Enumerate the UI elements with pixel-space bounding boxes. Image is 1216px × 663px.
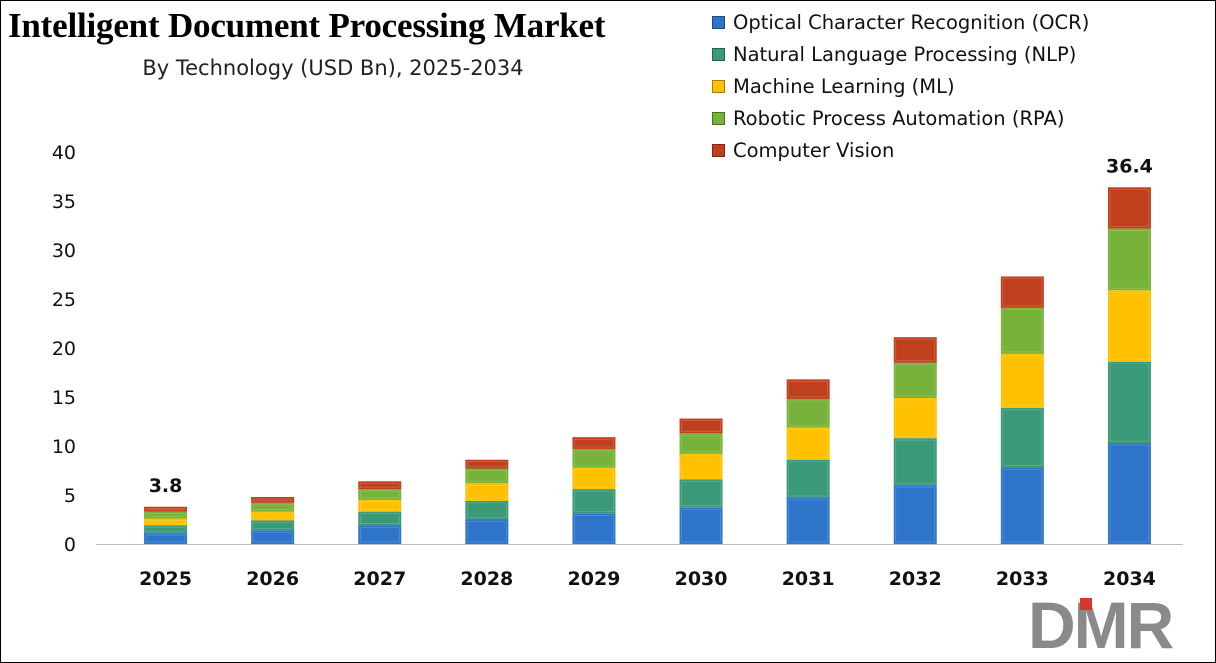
legend-swatch-ml: [712, 79, 725, 93]
x-tick-label: 2029: [568, 568, 621, 590]
legend-label-nlp: Natural Language Processing (NLP): [733, 42, 1077, 66]
bar-segment-face: [359, 527, 400, 543]
x-tick-label: 2028: [460, 568, 513, 590]
x-tick-label: 2027: [353, 568, 406, 590]
bar-segment-face: [145, 527, 186, 532]
bar-segment-face: [252, 531, 293, 543]
x-tick-label: 2033: [996, 568, 1049, 590]
bar-segment-face: [1002, 278, 1043, 307]
legend-swatch-cv: [712, 144, 725, 158]
legend-item-ocr: Optical Character Recognition (OCR): [712, 6, 1089, 38]
bar-segment-face: [895, 439, 936, 484]
bar-segment-face: [467, 484, 507, 500]
bar-segment-face: [1109, 363, 1150, 442]
bar-segment-face: [359, 482, 400, 488]
y-tick-label: 30: [52, 240, 76, 262]
x-tick-label: 2032: [889, 568, 942, 590]
bar-segment-face: [1002, 355, 1043, 407]
bar-segment-face: [895, 364, 936, 397]
y-tick-label: 15: [52, 387, 76, 409]
bar-segment-face: [1002, 409, 1043, 466]
bar-segment-face: [574, 438, 614, 448]
y-tick-label: 25: [52, 289, 76, 311]
x-tick-label: 2026: [246, 568, 299, 590]
y-tick-label: 10: [52, 436, 76, 458]
y-tick-label: 5: [64, 485, 76, 507]
bar-segment-face: [1109, 188, 1150, 227]
bar-segment-face: [574, 469, 614, 488]
bar-segment-face: [574, 515, 614, 543]
bar-segment-face: [1002, 469, 1043, 543]
dmr-logo-accent: [1080, 598, 1092, 610]
bar-segment-face: [1002, 309, 1043, 353]
x-tick-label: 2034: [1103, 568, 1156, 590]
bar-segment-face: [788, 499, 828, 543]
bar-segment-face: [252, 504, 293, 510]
bar-segment-face: [1109, 291, 1150, 361]
bar-segment-face: [574, 490, 614, 512]
legend-label-rpa: Robotic Process Automation (RPA): [733, 107, 1065, 131]
bar-segment-face: [359, 501, 400, 510]
chart-subtitle: By Technology (USD Bn), 2025-2034: [142, 56, 524, 80]
legend-item-cv: Computer Vision: [712, 135, 1089, 167]
bar-segment-face: [574, 450, 614, 466]
bar-segment-face: [681, 420, 721, 432]
bar-segment-face: [359, 513, 400, 524]
bar-segment-face: [681, 509, 721, 543]
bar-segment-face: [252, 513, 293, 519]
legend-item-ml: Machine Learning (ML): [712, 70, 1089, 102]
y-tick-label: 40: [52, 142, 76, 164]
legend-swatch-rpa: [712, 112, 725, 126]
bar-segment-face: [788, 429, 828, 459]
dmr-logo-text: DMR: [1028, 592, 1174, 654]
data-label: 3.8: [149, 475, 183, 497]
bar-segment-face: [895, 399, 936, 437]
bar-segment-face: [145, 513, 186, 517]
legend-item-nlp: Natural Language Processing (NLP): [712, 38, 1089, 70]
bar-segment-face: [145, 534, 186, 543]
bar-segment-face: [1109, 230, 1150, 289]
legend-swatch-ocr: [712, 15, 725, 29]
legend-swatch-nlp: [712, 47, 725, 61]
bar-segment-face: [467, 470, 507, 482]
bar-segment-face: [145, 520, 186, 524]
bar-segment-face: [895, 338, 936, 362]
chart-title: Intelligent Document Processing Market: [8, 6, 606, 45]
bar-segment-face: [145, 508, 186, 510]
legend-label-ml: Machine Learning (ML): [733, 74, 955, 98]
legend-item-rpa: Robotic Process Automation (RPA): [712, 103, 1089, 135]
bar-segment-face: [467, 502, 507, 518]
y-tick-label: 0: [64, 534, 76, 556]
bar-segment-face: [788, 400, 828, 426]
bar-segment-face: [681, 481, 721, 507]
data-label: 36.4: [1106, 155, 1153, 177]
bar-segment-face: [681, 434, 721, 453]
bar-segment-face: [1109, 444, 1150, 543]
x-tick-label: 2025: [139, 568, 192, 590]
bar-segment-face: [681, 455, 721, 478]
y-tick-label: 35: [52, 191, 76, 213]
bar-segment-face: [467, 521, 507, 543]
bar-segment-face: [252, 522, 293, 529]
bar-segment-face: [252, 498, 293, 502]
dmr-logo: DMR: [1028, 592, 1176, 654]
bar-segment-face: [359, 490, 400, 499]
legend-label-ocr: Optical Character Recognition (OCR): [733, 10, 1090, 34]
x-tick-label: 2031: [782, 568, 835, 590]
bar-segment-face: [467, 461, 507, 467]
bar-segment-face: [788, 381, 828, 398]
legend: Optical Character Recognition (OCR) Natu…: [712, 6, 1089, 167]
bar-segment-face: [895, 486, 936, 543]
x-tick-label: 2030: [675, 568, 728, 590]
y-tick-label: 20: [52, 338, 76, 360]
bar-segment-face: [788, 461, 828, 497]
legend-label-cv: Computer Vision: [733, 139, 895, 163]
